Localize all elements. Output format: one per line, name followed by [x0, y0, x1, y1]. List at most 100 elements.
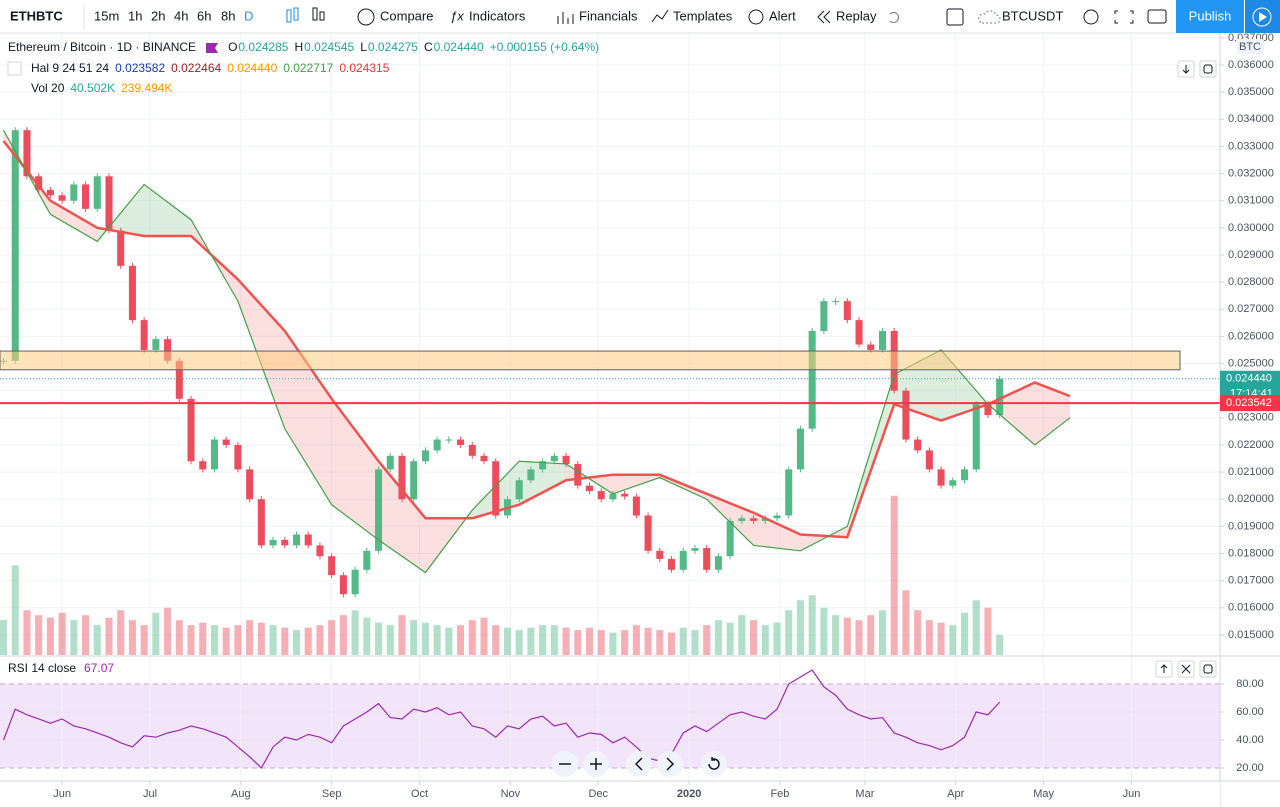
volume-bar [785, 610, 793, 655]
legend-item: 0.024275 [368, 40, 418, 54]
pane-button[interactable] [1199, 660, 1217, 678]
cloud-fill [50, 200, 98, 242]
volume-bar [351, 610, 359, 655]
icon [557, 12, 574, 24]
x-tick-label: Jun [1123, 788, 1141, 800]
candle [668, 558, 676, 570]
candle [187, 398, 195, 462]
candle [433, 439, 441, 451]
x-tick-label: Jun [53, 788, 71, 800]
candle [421, 450, 429, 462]
rsi-tick-label: 80.00 [1236, 678, 1264, 690]
volume-bar [328, 620, 336, 655]
layout-name[interactable]: BTCUSDT [1002, 8, 1063, 23]
alert-button[interactable]: Alert [769, 8, 796, 23]
chart-type-icons[interactable] [286, 7, 325, 23]
interval-button[interactable]: 6h [197, 8, 211, 23]
indicators-icon: ƒx [450, 8, 464, 23]
candle [621, 493, 629, 497]
publish-button-bg[interactable] [1176, 0, 1244, 33]
fullscreen-icon[interactable] [1114, 10, 1134, 24]
candle [773, 515, 781, 519]
volume-bar [164, 607, 172, 655]
candle [960, 469, 969, 481]
volume-bar [949, 625, 957, 655]
candle [222, 439, 230, 445]
interval-button[interactable]: 2h [151, 8, 165, 23]
volume-bar [585, 627, 594, 655]
y-tick-label: 0.033000 [1228, 140, 1274, 152]
volume-bar [152, 612, 160, 655]
publish-button[interactable]: Publish [1189, 8, 1232, 23]
volume-bar [175, 620, 183, 655]
volume-bar [761, 625, 769, 655]
settings-icon[interactable] [1083, 9, 1099, 25]
y-tick-label: 0.022000 [1228, 439, 1274, 451]
leading-span-a [2, 129, 1071, 574]
legend-item: H [294, 40, 303, 54]
x-tick-label: Mar [855, 788, 874, 800]
compare-button[interactable]: Compare [380, 8, 433, 23]
price-axis [1220, 33, 1280, 807]
candle [304, 534, 312, 546]
play-icon [1252, 7, 1272, 27]
replay-button[interactable]: Replay [836, 8, 877, 23]
drawing-icon[interactable] [946, 8, 964, 26]
play-icon [1259, 12, 1267, 22]
scroll-right[interactable] [657, 751, 683, 777]
candle [703, 548, 711, 570]
volume-bar [480, 617, 488, 655]
volume-bar [773, 622, 781, 655]
interval-button[interactable]: 15m [94, 8, 119, 23]
volume-bar [105, 617, 113, 655]
candle [199, 461, 207, 470]
x-tick-label: May [1033, 788, 1054, 800]
candle [867, 344, 875, 350]
icon [1203, 664, 1213, 674]
x-tick-label: Jul [143, 788, 157, 800]
y-tick-label: 0.028000 [1228, 276, 1274, 288]
candle [632, 496, 640, 516]
candle [691, 548, 699, 551]
legend-item: 0.022464 [171, 61, 221, 75]
volume-bar [410, 620, 418, 655]
snapshot-icon[interactable] [1147, 9, 1167, 24]
indicators-button[interactable]: Indicators [469, 8, 526, 23]
volume-bar [492, 625, 500, 655]
collapse-button[interactable] [7, 61, 22, 76]
templates-button[interactable]: Templates [673, 8, 733, 23]
pane-button[interactable] [1199, 60, 1217, 78]
volume-bar [128, 620, 136, 655]
candle [644, 515, 652, 551]
candle [398, 455, 406, 500]
y-tick-label: 0.021000 [1228, 466, 1274, 478]
volume-bar [457, 625, 465, 655]
interval-button[interactable]: 1h [128, 8, 142, 23]
legend-item: 0.024285 [238, 40, 288, 54]
financials-button[interactable]: Financials [579, 8, 638, 23]
last-price-label: 0.024440 [1226, 373, 1272, 385]
volume-bar [468, 620, 476, 655]
interval-button[interactable]: D [244, 8, 253, 23]
volume-bar [691, 630, 699, 655]
volume-bar [925, 620, 933, 655]
volume-bar [527, 627, 535, 655]
interval-button[interactable]: 4h [174, 8, 188, 23]
volume-bar [503, 627, 511, 655]
volume-bar [574, 630, 582, 655]
candle [597, 491, 605, 500]
candle [679, 550, 687, 570]
scroll-left[interactable] [626, 751, 652, 777]
undo-icon[interactable] [889, 12, 899, 23]
symbol[interactable]: ETHBTC [10, 8, 63, 23]
icon [1203, 64, 1213, 74]
candle [445, 439, 453, 441]
volume-bar [304, 627, 312, 655]
reset-view[interactable] [701, 751, 727, 777]
interval-button[interactable]: 8h [221, 8, 235, 23]
candle [585, 485, 594, 492]
currency-tag [1236, 39, 1264, 54]
candle [281, 539, 289, 546]
volume-bar [796, 600, 804, 655]
y-tick-label: 0.035000 [1228, 86, 1274, 98]
